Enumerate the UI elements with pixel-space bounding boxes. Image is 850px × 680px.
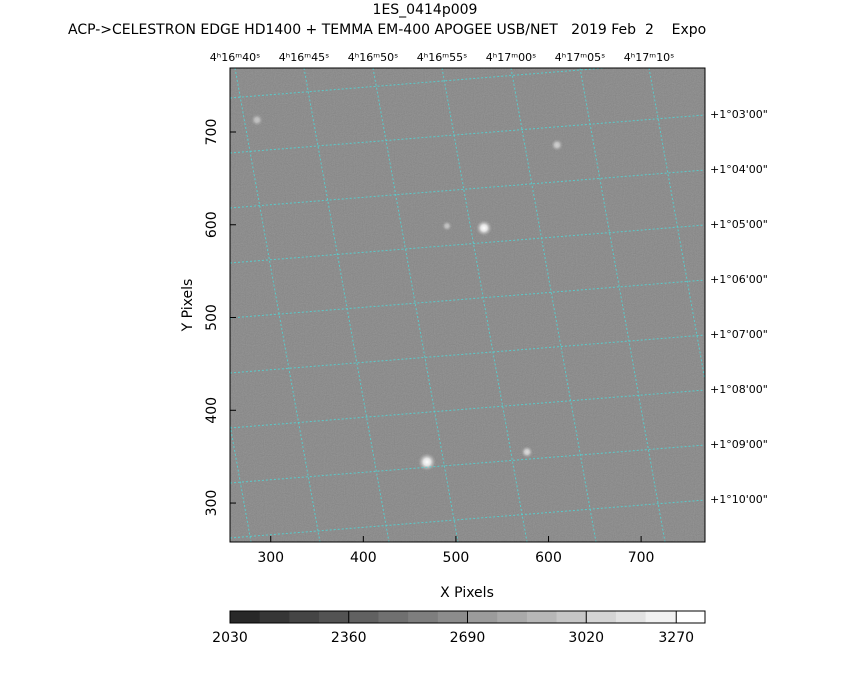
colorbar-step xyxy=(615,611,647,623)
dec-label: +1°07'00" xyxy=(710,328,768,341)
colorbar-tick-label: 2030 xyxy=(212,630,248,646)
colorbar-step xyxy=(467,611,498,623)
dec-grid-line xyxy=(230,389,705,429)
colorbar-step xyxy=(408,611,439,623)
colorbar-step xyxy=(378,611,409,623)
ra-label: 4ʰ16ᵐ40ˢ xyxy=(210,51,260,64)
ra-label: 4ʰ17ᵐ10ˢ xyxy=(624,51,674,64)
dec-label: +1°04'00" xyxy=(710,163,768,176)
dec-grid-line xyxy=(230,169,705,209)
colorbar-tick-label: 3020 xyxy=(568,630,604,646)
dec-label: +1°09'00" xyxy=(710,438,768,451)
ra-grid-line xyxy=(648,68,705,384)
ra-grid-line xyxy=(230,422,252,542)
ra-grid-line xyxy=(441,68,528,542)
coordinate-grid xyxy=(97,68,803,542)
star xyxy=(476,220,492,236)
colorbar-step xyxy=(437,611,468,623)
colorbar-tick-label: 2690 xyxy=(450,630,486,646)
ra-grid-line xyxy=(579,68,666,542)
x-tick-label: 700 xyxy=(628,550,655,566)
dec-grid-line xyxy=(230,334,705,374)
dec-grid-line xyxy=(230,224,705,264)
dec-label: +1°06'00" xyxy=(710,273,768,286)
ra-grid-line xyxy=(303,68,390,542)
ra-grid-line xyxy=(510,68,597,542)
ra-grid-line xyxy=(234,68,321,542)
colorbar-step xyxy=(556,611,587,623)
colorbar-step xyxy=(675,611,706,623)
star xyxy=(551,139,563,151)
y-tick-label: 700 xyxy=(204,119,220,146)
dec-label: +1°10'00" xyxy=(710,493,768,506)
y-tick-label: 500 xyxy=(204,304,220,331)
star xyxy=(521,446,533,458)
sky-image xyxy=(230,68,705,542)
colorbar-step xyxy=(497,611,528,623)
dec-label: +1°05'00" xyxy=(710,218,768,231)
colorbar-tick-label: 2360 xyxy=(331,630,367,646)
colorbar-step xyxy=(526,611,558,623)
ra-label: 4ʰ17ᵐ05ˢ xyxy=(555,51,605,64)
ra-grid-line xyxy=(97,68,182,542)
colorbar-tick-label: 3270 xyxy=(658,630,694,646)
colorbar-step xyxy=(289,611,320,623)
dec-grid-line xyxy=(230,499,705,539)
x-tick-label: 600 xyxy=(535,550,562,566)
chart-subtitle: ACP->CELESTRON EDGE HD1400 + TEMMA EM-40… xyxy=(68,22,706,38)
colorbar-step xyxy=(586,611,617,623)
chart-title: 1ES_0414p009 xyxy=(373,2,478,18)
y-tick-label: 400 xyxy=(204,397,220,424)
dec-grid-line xyxy=(230,114,705,154)
dec-grid-line xyxy=(230,279,705,319)
x-axis-label: X Pixels xyxy=(440,585,494,601)
plot-frame xyxy=(229,67,706,543)
y-axis-label: Y Pixels xyxy=(180,279,196,333)
ra-label: 4ʰ17ᵐ00ˢ xyxy=(486,51,536,64)
ra-label: 4ʰ16ᵐ45ˢ xyxy=(279,51,329,64)
ra-grid-line xyxy=(372,68,459,542)
y-tick-label: 300 xyxy=(204,490,220,517)
x-tick-label: 300 xyxy=(257,550,284,566)
colorbar-step xyxy=(230,611,261,623)
star xyxy=(251,114,263,126)
dec-grid-line xyxy=(230,444,705,484)
x-tick-label: 500 xyxy=(443,550,470,566)
star xyxy=(418,453,436,471)
star xyxy=(442,221,452,231)
colorbar: 2030 2360 2690 3020 3270 xyxy=(212,610,706,646)
colorbar-step xyxy=(319,611,350,623)
ra-label: 4ʰ16ᵐ55ˢ xyxy=(417,51,467,64)
image-background xyxy=(230,68,705,542)
ra-grid-line xyxy=(718,68,803,542)
colorbar-step xyxy=(348,611,379,623)
colorbar-step xyxy=(259,611,290,623)
dec-label: +1°08'00" xyxy=(710,383,768,396)
x-tick-label: 400 xyxy=(350,550,377,566)
ra-label: 4ʰ16ᵐ50ˢ xyxy=(348,51,398,64)
colorbar-step xyxy=(645,611,676,623)
dec-label: +1°03'00" xyxy=(710,108,768,121)
y-tick-label: 600 xyxy=(204,211,220,238)
